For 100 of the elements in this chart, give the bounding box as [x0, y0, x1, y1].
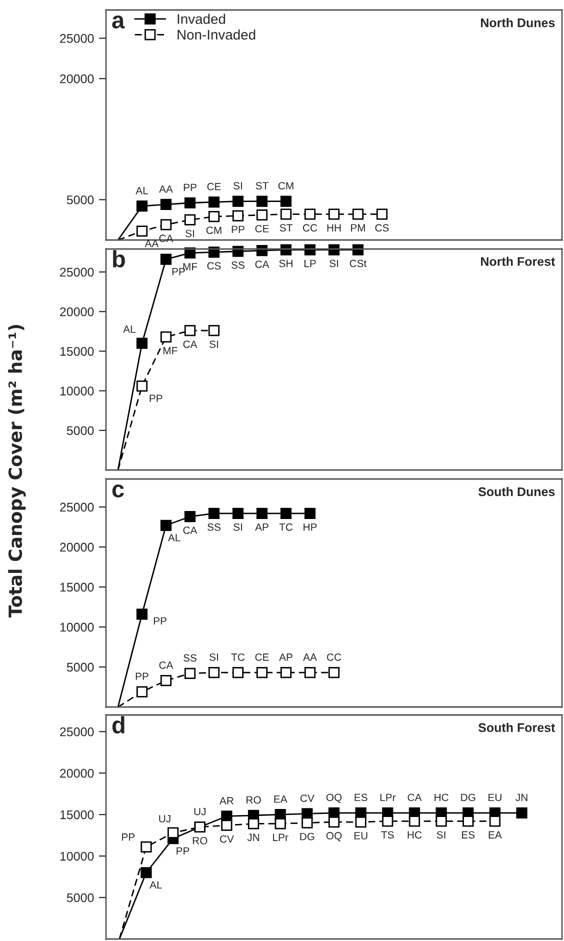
y-tick-label: 15000: [60, 582, 94, 592]
data-label: ES: [462, 831, 475, 839]
point: [136, 338, 148, 349]
point: [376, 208, 388, 220]
point: [136, 686, 148, 698]
point: [256, 196, 268, 207]
y-tick-label: 15000: [60, 346, 94, 356]
data-label: SS: [208, 523, 220, 531]
data-label: LP: [304, 260, 316, 268]
point: [408, 816, 420, 827]
point: [160, 331, 172, 342]
y-tick-label: 20000: [60, 307, 94, 316]
data-label: CA: [159, 661, 174, 669]
data-label: AP: [255, 524, 268, 531]
point: [280, 196, 292, 207]
data-label: EA: [274, 796, 288, 803]
data-label: CSt: [350, 260, 367, 268]
data-label: PP: [232, 226, 244, 234]
point: [208, 211, 220, 222]
y-tick-label: 5000: [66, 662, 94, 672]
point: [140, 841, 152, 852]
y-tick-label: 5000: [66, 426, 94, 436]
data-label: SI: [234, 523, 242, 531]
point: [232, 508, 244, 519]
data-label: CE: [207, 182, 221, 190]
text: North Dunes: [481, 18, 555, 28]
data-label: EU: [488, 794, 502, 802]
data-label: PP: [172, 268, 185, 276]
y-tick-label: 25000: [60, 34, 94, 43]
annotation: b: [113, 250, 125, 268]
point: [436, 816, 447, 827]
point: [304, 508, 316, 519]
data-label: AL: [123, 326, 136, 333]
annotation: d: [112, 716, 124, 734]
point: [160, 254, 172, 265]
point: [355, 816, 366, 828]
point: [248, 818, 260, 830]
point: [140, 867, 152, 878]
data-label: EA: [488, 831, 502, 838]
data-label: SH: [279, 260, 292, 268]
point: [160, 675, 172, 686]
point: [304, 667, 316, 678]
data-label: AP: [279, 654, 292, 661]
y-tick-label: 15000: [60, 810, 94, 820]
point: [328, 667, 340, 678]
point: [136, 200, 148, 212]
point: [232, 246, 244, 257]
legend-label: Invaded: [178, 14, 226, 24]
data-label: AR: [219, 797, 234, 804]
data-label: OQ: [326, 832, 342, 842]
point: [208, 246, 220, 258]
point: [160, 520, 172, 531]
data-label: PP: [184, 184, 196, 191]
point: [256, 245, 268, 256]
data-label: TC: [279, 523, 293, 531]
point: [382, 816, 394, 827]
point: [232, 196, 244, 207]
data-label: CV: [300, 794, 314, 802]
point: [274, 818, 286, 830]
data-label: AL: [136, 187, 148, 194]
y-tick-label: 25000: [60, 268, 94, 277]
y-tick-label: 25000: [60, 727, 94, 736]
data-label: DG: [461, 794, 476, 802]
data-label: HC: [434, 794, 448, 802]
data-label: SI: [330, 260, 338, 268]
data-label: SS: [232, 261, 244, 269]
data-label: TS: [381, 831, 394, 839]
legend-label: Non-Invaded: [178, 29, 256, 40]
point: [232, 667, 244, 678]
point: [184, 668, 196, 679]
point: [280, 667, 292, 678]
point: [184, 511, 196, 522]
point: [280, 508, 292, 519]
point: [184, 325, 196, 336]
data-label: SI: [436, 831, 446, 839]
point: [304, 208, 316, 220]
data-label: MF: [183, 263, 198, 270]
data-label: CC: [303, 224, 318, 232]
point: [208, 508, 220, 519]
y-tick-label: 20000: [60, 542, 94, 552]
data-label: HP: [304, 524, 317, 531]
point: [184, 247, 196, 259]
data-label: CA: [255, 260, 270, 268]
annotation: a: [112, 16, 125, 28]
point: [136, 608, 148, 620]
data-label: SI: [234, 182, 242, 190]
point: [256, 209, 268, 221]
point: [160, 198, 172, 210]
data-label: SI: [210, 340, 218, 348]
data-label: JN: [247, 834, 260, 842]
point: [160, 219, 172, 230]
y-tick-label: 10000: [60, 852, 94, 861]
point: [136, 380, 148, 392]
data-label: PP: [154, 617, 166, 625]
y-tick-label: 20000: [60, 768, 94, 778]
point: [184, 214, 196, 226]
point: [168, 827, 179, 838]
data-label: SS: [184, 654, 196, 662]
data-label: SI: [210, 653, 218, 661]
data-label: CA: [183, 526, 198, 534]
